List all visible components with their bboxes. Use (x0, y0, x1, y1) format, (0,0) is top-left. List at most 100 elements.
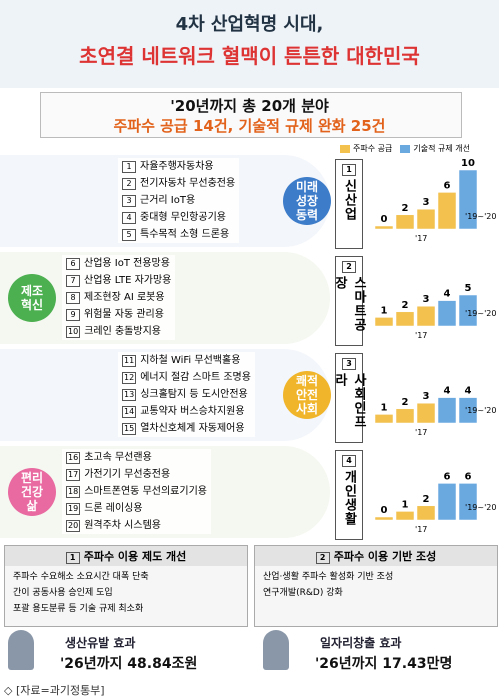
bar (416, 505, 436, 521)
bar (395, 511, 415, 521)
item: 2 전기자동차 무선충전용 (122, 175, 235, 192)
source: ◇ [자료=과기정통부] (4, 684, 105, 697)
item-list: 6 산업용 IoT 전용망용 7 산업용 LTE 자가망용 8 제조현장 AI 로봇용 9 위… (62, 255, 176, 340)
category-name: 개인생활 (341, 470, 357, 526)
tag-line: 쾌적 (295, 374, 319, 388)
item-text: 열차신호체계 자동제어용 (140, 423, 245, 434)
effect-value: '26년까지 17.43만명 (315, 656, 453, 672)
tag-line: 편리 (20, 471, 44, 485)
item-number: 12 (122, 372, 137, 384)
item-list: 16 초고속 무선랜용 17 가전기기 무선충전용 18 스마트폰연동 무선의료기기용 19… (62, 449, 211, 534)
period-label: '19~'20 (465, 309, 496, 318)
bar (437, 192, 457, 230)
section-tag: 제조 혁신 (8, 274, 56, 322)
bar (437, 397, 457, 424)
item-text: 근거리 IoT용 (140, 195, 196, 206)
value-label: 1 (402, 499, 409, 510)
tag-line: 건강 (20, 485, 44, 499)
bar (374, 516, 394, 521)
item-number: 16 (66, 452, 81, 464)
item: 13 싱크홀탐지 등 도시안전용 (122, 386, 251, 403)
item-text: 중대형 무인항공기용 (140, 212, 226, 223)
item-number: 7 (66, 275, 80, 287)
bar (416, 305, 436, 327)
bar (458, 483, 478, 521)
bar (458, 294, 478, 327)
mini-chart: 0 2 3 6 10 '17 '19~'20 (374, 158, 496, 243)
mini-chart: 1 2 3 4 5 '17 '19~'20 (374, 283, 496, 340)
bullet-text: 산업·생활 주파수 활성화 기반 조성 (263, 572, 394, 582)
value-label: 5 (465, 283, 472, 294)
category-name: 신산업 (341, 179, 357, 221)
value-label: 0 (381, 505, 388, 516)
category-number: 2 (342, 261, 356, 273)
category-name: 스마트공장 (332, 276, 366, 332)
tag-line: 혁신 (20, 298, 44, 312)
item: 15 열차신호체계 자동제어용 (122, 420, 251, 437)
policy-bullet: 산업·생활 주파수 활성화 기반 조성 (255, 566, 497, 582)
value-label: 2 (423, 494, 430, 505)
value-label: 1 (381, 305, 388, 316)
item-number: 3 (122, 195, 136, 207)
item: 5 특수목적 소형 드론용 (122, 226, 235, 243)
effect-icon (263, 630, 289, 670)
bar (374, 414, 394, 424)
item-number: 18 (66, 486, 81, 498)
bullet-text: 주파수 수요해소 소요시간 대폭 단축 (13, 572, 149, 582)
item-text: 스마트폰연동 무선의료기기용 (84, 486, 207, 497)
period-label: '17 (415, 331, 427, 340)
item-text: 전기자동차 무선충전용 (140, 178, 236, 189)
category-number: 4 (342, 455, 356, 467)
policy-box: 2 주파수 이용 기반 조성 산업·생활 주파수 활성화 기반 조성 연구개발(R&D… (254, 545, 498, 627)
effect-title: 생산유발 효과 (65, 636, 136, 650)
item-number: 15 (122, 423, 137, 435)
item: 18 스마트폰연동 무선의료기기용 (66, 483, 207, 500)
value-label: 3 (423, 391, 430, 402)
item-number: 17 (66, 469, 81, 481)
bar (458, 169, 478, 230)
bar (395, 408, 415, 424)
policy-number: 1 (65, 552, 80, 564)
bullet-text: 간이 공동사용 승인제 도입 (13, 588, 113, 598)
item: 7 산업용 LTE 자가망용 (66, 272, 171, 289)
period-label: '17 (415, 525, 427, 534)
item-text: 에너지 절감 스마트 조명용 (140, 372, 251, 383)
item-text: 가전기기 무선충전용 (84, 469, 171, 480)
item: 12 에너지 절감 스마트 조명용 (122, 369, 251, 386)
period-label: '17 (415, 428, 427, 437)
category-name: 사회인프라 (332, 373, 366, 429)
bar (416, 208, 436, 230)
value-label: 3 (423, 294, 430, 305)
policy-title: 1 주파수 이용 제도 개선 (5, 546, 247, 566)
header-band (0, 0, 499, 88)
category-box: 4 개인생활 (335, 450, 363, 540)
item-text: 제조현장 AI 로봇용 (84, 292, 165, 303)
value-label: 4 (444, 289, 451, 300)
effect-title: 일자리창출 효과 (320, 636, 402, 650)
bar (374, 317, 394, 327)
period-label: '17 (415, 234, 427, 243)
summary-line1: '20년까지 총 20개 분야 (170, 97, 329, 115)
item: 4 중대형 무인항공기용 (122, 209, 235, 226)
legend-swatch (400, 144, 411, 153)
item-number: 9 (66, 309, 80, 321)
legend-entry: 주파수 공급 (340, 143, 392, 154)
item-number: 19 (66, 503, 81, 515)
category-box: 2 스마트공장 (332, 256, 366, 346)
tag-line: 성장 (295, 194, 319, 208)
item-number: 11 (122, 355, 137, 367)
tag-line: 안전 (295, 388, 319, 402)
value-label: 6 (444, 471, 451, 482)
item-text: 산업용 LTE 자가망용 (84, 275, 172, 286)
item-text: 싱크홀탐지 등 도시안전용 (140, 389, 248, 400)
item-list: 11 지하철 WiFi 무선백홀용 12 에너지 절감 스마트 조명용 13 싱크홀탐지 … (118, 352, 255, 437)
policy-title-text: 주파수 이용 제도 개선 (83, 550, 187, 563)
header-line1: 4차 산업혁명 시대, (175, 14, 324, 35)
section-tag: 쾌적 안전 사회 (283, 371, 331, 419)
policy-bullet: 간이 공동사용 승인제 도입 (5, 582, 247, 598)
item-list: 1 자율주행자동차용 2 전기자동차 무선충전용 3 근거리 IoT용 4 중대형 무인항공기… (118, 158, 240, 243)
policy-bullet: 연구개발(R&D) 강화 (255, 582, 497, 598)
mini-chart: 1 2 3 4 4 '17 '19~'20 (374, 386, 496, 437)
item: 11 지하철 WiFi 무선백홀용 (122, 352, 251, 369)
